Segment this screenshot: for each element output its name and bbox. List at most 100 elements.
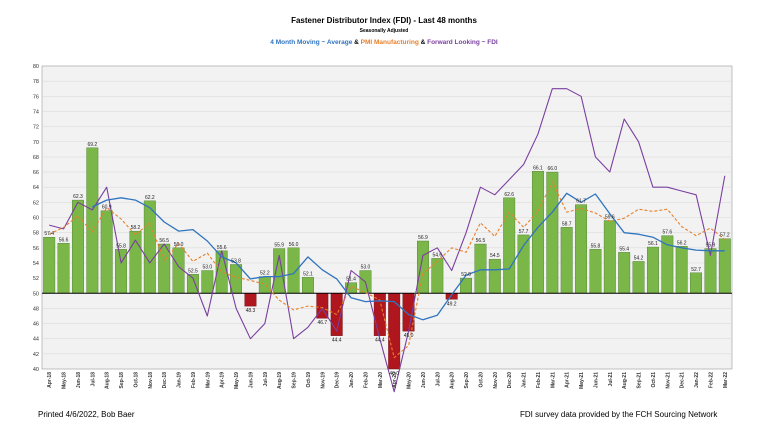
fdi-bar xyxy=(603,220,616,294)
legend-entry: PMI xyxy=(359,39,373,46)
fdi-bar xyxy=(575,204,588,294)
fdi-bar xyxy=(560,227,573,294)
x-tick-label: Aug-21 xyxy=(622,372,628,389)
data-label: 56.6 xyxy=(59,237,69,243)
fdi-bar xyxy=(675,246,688,294)
legend-entry: Forward Looking ~ FDI xyxy=(425,39,498,46)
x-tick-label: Jan-20 xyxy=(349,372,355,388)
data-label: 56.5 xyxy=(476,238,486,244)
y-tick-label: 50 xyxy=(33,291,39,297)
data-label: 53.0 xyxy=(202,265,212,271)
data-label: 66.1 xyxy=(533,165,543,171)
data-label: 57.6 xyxy=(662,230,672,236)
fdi-bar xyxy=(71,199,84,294)
x-tick-label: Mar-22 xyxy=(723,372,729,388)
data-label: 56.5 xyxy=(159,238,169,244)
x-tick-label: Nov-18 xyxy=(148,372,154,389)
fdi-bar xyxy=(646,246,659,294)
x-tick-label: Dec-18 xyxy=(162,372,168,389)
data-label: 52.7 xyxy=(691,267,701,273)
x-tick-label: Mar-21 xyxy=(550,372,556,388)
x-tick-label: Apr-18 xyxy=(47,372,53,388)
y-tick-label: 46 xyxy=(33,322,39,328)
x-tick-label: Sep-21 xyxy=(637,372,643,389)
data-label: 55.6 xyxy=(217,245,227,251)
y-tick-label: 54 xyxy=(33,261,39,267)
data-label: 52.2 xyxy=(260,271,270,277)
fdi-bar xyxy=(143,200,156,294)
data-label: 56.0 xyxy=(289,242,299,248)
fdi-bar xyxy=(431,258,444,294)
x-tick-label: Apr-21 xyxy=(565,372,571,388)
chart-title: Fastener Distributor Index (FDI) - Last … xyxy=(291,16,477,25)
footer-printed: Printed 4/6/2022, Bob Baer xyxy=(38,410,135,419)
pmi-line xyxy=(48,181,726,359)
x-tick-label: Jun-21 xyxy=(593,372,599,388)
fdi-bar xyxy=(201,270,214,294)
chart-legend: 4 Month Moving ~ Average & PMI Manufactu… xyxy=(270,39,498,46)
data-label: 55.8 xyxy=(591,243,601,249)
fdi-bar xyxy=(86,147,99,294)
fdi-bar xyxy=(43,236,56,294)
x-tick-label: Jul-20 xyxy=(435,372,441,387)
data-label: 62.2 xyxy=(145,195,155,201)
data-label: 49.2 xyxy=(447,301,457,307)
x-tick-label: Sep-19 xyxy=(292,372,298,389)
data-label: 56.2 xyxy=(677,240,687,246)
data-label: 55.9 xyxy=(706,243,716,249)
y-tick-label: 62 xyxy=(33,200,39,206)
x-tick-label: Jan-22 xyxy=(694,372,700,388)
fdi-bar xyxy=(301,277,314,294)
data-label: 61.7 xyxy=(576,199,586,205)
x-tick-label: Sep-18 xyxy=(119,372,125,389)
data-label: 51.4 xyxy=(346,277,356,283)
data-label: 53.8 xyxy=(231,258,241,264)
data-label: 55.9 xyxy=(274,243,284,249)
x-tick-label: Jul-21 xyxy=(608,372,614,387)
x-tick-label: May-21 xyxy=(579,372,585,389)
x-tick-label: Jun-19 xyxy=(248,372,254,388)
x-tick-label: Nov-19 xyxy=(320,372,326,389)
legend-entry: 4 Month Moving ~ Average xyxy=(270,39,352,46)
data-label: 56.0 xyxy=(174,242,184,248)
fdi-bar xyxy=(100,210,113,294)
x-tick-label: Dec-19 xyxy=(335,372,341,389)
x-tick-label: Nov-20 xyxy=(493,372,499,389)
y-tick-label: 78 xyxy=(33,79,39,85)
x-tick-label: Feb-22 xyxy=(708,372,714,388)
fdi-bar xyxy=(57,243,70,294)
x-tick-label: Jul-19 xyxy=(263,372,269,387)
data-label: 55.4 xyxy=(619,246,629,252)
data-label: 57.2 xyxy=(720,233,730,239)
legend-entry: Manufacturing xyxy=(372,39,419,46)
moving-average-line xyxy=(92,192,725,321)
data-label: 44.4 xyxy=(375,338,385,344)
y-tick-label: 66 xyxy=(33,170,39,176)
x-tick-label: Oct-19 xyxy=(306,372,312,388)
x-tick-label: Nov-21 xyxy=(665,372,671,389)
y-tick-label: 52 xyxy=(33,276,39,282)
x-tick-label: Oct-21 xyxy=(651,372,657,388)
data-label: 56.1 xyxy=(648,241,658,247)
y-tick-label: 40 xyxy=(33,367,39,373)
y-tick-label: 58 xyxy=(33,231,39,237)
y-tick-label: 76 xyxy=(33,94,39,100)
x-tick-label: Dec-20 xyxy=(507,372,513,389)
x-tick-label: Apr-20 xyxy=(392,372,398,388)
fdi-bar xyxy=(690,272,703,294)
data-label: 62.3 xyxy=(73,194,83,200)
data-label: 62.6 xyxy=(504,192,514,198)
fdi-bar xyxy=(589,249,602,294)
y-tick-label: 68 xyxy=(33,155,39,161)
data-label: 40.0 xyxy=(389,371,399,377)
data-label: 54.6 xyxy=(432,252,442,258)
y-tick-label: 80 xyxy=(33,64,39,70)
data-label: 52.5 xyxy=(188,268,198,274)
data-label: 69.2 xyxy=(87,142,97,148)
plot-area: 40 42 44 46 48 50 52 54 56 58 60 62 64 66 68 70 72 74 76 78… xyxy=(33,64,733,393)
data-label: 45.0 xyxy=(404,333,414,339)
data-label: 66.0 xyxy=(547,166,557,172)
data-label: 58.2 xyxy=(131,225,141,231)
data-label: 58.7 xyxy=(562,221,572,227)
